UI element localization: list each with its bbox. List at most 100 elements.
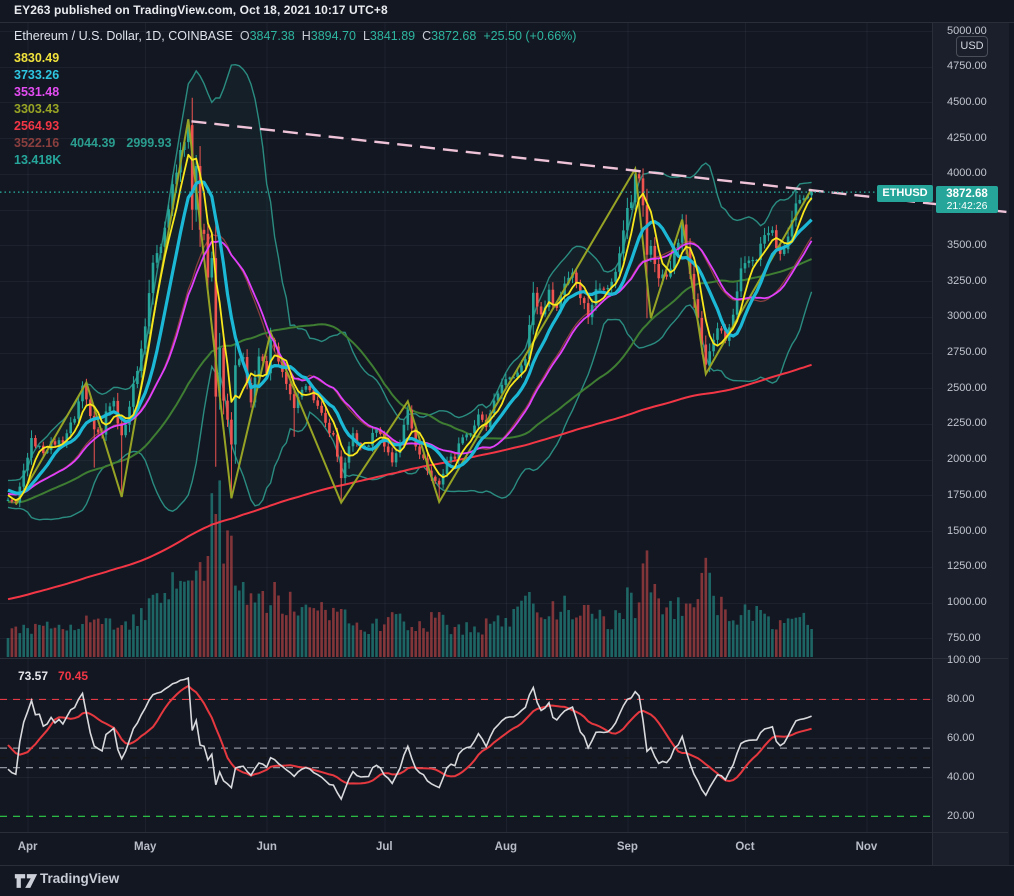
- volume-bar: [112, 629, 116, 657]
- volume-bar: [637, 602, 641, 657]
- candle-body: [747, 260, 751, 264]
- rsi-value: 73.57: [18, 669, 49, 683]
- volume-bar: [57, 624, 61, 657]
- candle-body: [132, 384, 135, 407]
- price-axis-panel[interactable]: [932, 22, 1009, 865]
- volume-bar: [434, 617, 437, 657]
- volume-bar: [767, 616, 770, 657]
- volume-bar: [406, 630, 410, 657]
- volume-bar: [430, 612, 433, 657]
- volume-bar: [669, 600, 672, 657]
- candle-body: [547, 289, 551, 308]
- volume-bar: [143, 620, 147, 657]
- candle-body: [402, 424, 406, 444]
- ohlc-letter: C: [422, 29, 432, 43]
- volume-bar: [626, 587, 629, 657]
- volume-bar: [69, 624, 72, 657]
- candle-body: [712, 339, 715, 352]
- header-divider: [0, 22, 1014, 23]
- candle-body: [606, 288, 610, 290]
- candle-body: [222, 347, 225, 401]
- volume-bar: [132, 614, 135, 657]
- volume-bar: [218, 480, 221, 657]
- footer-bar: TradingView: [0, 865, 1014, 896]
- volume-bar: [418, 621, 421, 657]
- candle-body: [218, 347, 221, 397]
- candle-body: [673, 249, 676, 269]
- candle-body: [771, 230, 774, 233]
- volume-bar: [386, 617, 390, 657]
- volume-bar: [535, 612, 539, 657]
- candle-body: [653, 246, 657, 264]
- volume-bar: [22, 624, 25, 657]
- candle-body: [422, 454, 425, 459]
- volume-bar: [520, 600, 523, 657]
- volume-bar: [532, 603, 535, 657]
- volume-bar: [312, 608, 316, 657]
- candle-body: [535, 292, 539, 307]
- candle-body: [630, 202, 633, 208]
- candle-body: [798, 199, 802, 204]
- candle-body: [720, 328, 723, 331]
- volume-bar: [657, 598, 660, 657]
- volume-bar: [602, 616, 606, 657]
- candle-body: [77, 401, 80, 419]
- indicator-values-row: 3830.49: [14, 51, 70, 65]
- volume-bar: [739, 615, 743, 657]
- price-axis-tick: 1750.00: [947, 488, 987, 501]
- candle-body: [532, 292, 535, 325]
- indicator-value: 3830.49: [14, 51, 60, 65]
- volume-bar: [771, 629, 774, 657]
- rsi-axis-tick: 40.00: [947, 770, 975, 783]
- time-axis-label: Jul: [376, 841, 393, 853]
- indicator-values-row: 3531.48: [14, 85, 70, 99]
- volume-bar: [457, 624, 461, 657]
- volume-bar: [445, 624, 449, 657]
- indicator-values-row: 3733.26: [14, 68, 70, 82]
- volume-bar: [26, 628, 29, 657]
- volume-bar: [245, 604, 249, 657]
- candle-body: [649, 246, 653, 255]
- price-axis-tick: 2750.00: [947, 346, 987, 359]
- candle-body: [743, 263, 747, 269]
- volume-bar: [586, 604, 590, 657]
- indicator-value: 3522.16: [14, 136, 60, 150]
- volume-bar: [516, 606, 519, 657]
- candle-body: [724, 330, 727, 341]
- brand-name[interactable]: TradingView: [40, 871, 120, 886]
- candle-body: [735, 291, 739, 315]
- candle-body: [202, 229, 206, 234]
- rsi-axis-tick: 80.00: [947, 692, 975, 705]
- volume-bar: [618, 612, 621, 657]
- pane-separator[interactable]: [0, 658, 1008, 659]
- volume-bar: [167, 599, 170, 657]
- price-axis-tick: 3250.00: [947, 274, 987, 287]
- candle-body: [92, 415, 96, 430]
- ohlc-letter: O: [239, 29, 250, 43]
- volume-bar: [665, 607, 668, 657]
- volume-bar: [53, 627, 57, 657]
- time-axis-label: Sep: [616, 841, 638, 853]
- candle-body: [790, 220, 794, 237]
- logo-shape-7: [25, 874, 38, 888]
- volume-bar: [461, 634, 464, 657]
- volume-bar: [728, 621, 731, 657]
- candle-body: [418, 446, 421, 455]
- rsi-signal-line: [7, 684, 812, 785]
- rsi-axis-tick: 20.00: [947, 809, 975, 822]
- candle-body: [112, 400, 116, 407]
- candle-body: [684, 224, 688, 250]
- volume-bar: [700, 572, 704, 657]
- last-price-badge: 3872.68 21:42:26: [936, 186, 998, 213]
- candle-body: [610, 281, 613, 288]
- volume-bar: [328, 620, 331, 657]
- candle-body: [249, 383, 253, 403]
- candle-body: [496, 393, 500, 401]
- volume-bar: [234, 585, 237, 657]
- indicator-value: 13.418K: [14, 153, 62, 167]
- currency-toggle-button[interactable]: USD: [956, 36, 988, 57]
- candle-body: [782, 249, 786, 254]
- volume-bar: [763, 613, 766, 657]
- tradingview-logo-icon[interactable]: [14, 872, 38, 890]
